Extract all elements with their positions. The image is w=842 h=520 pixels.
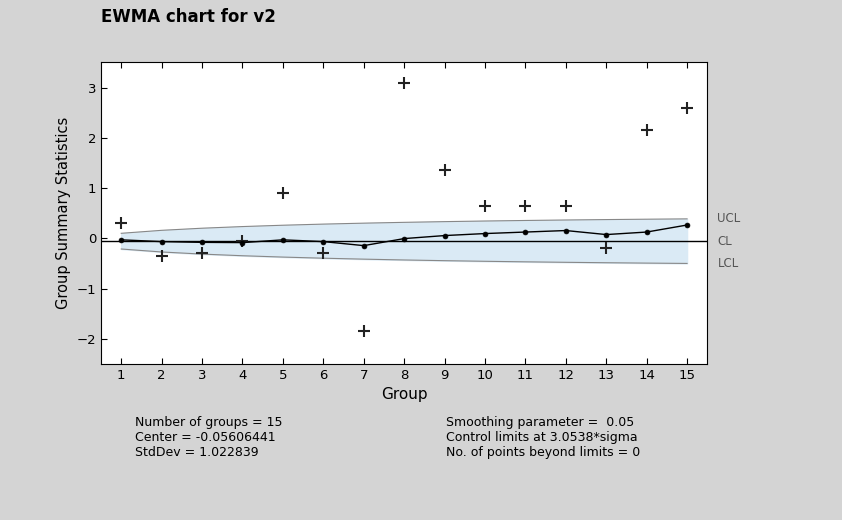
Text: EWMA chart for v2: EWMA chart for v2 [101,8,276,26]
Text: Smoothing parameter =  0.05
Control limits at 3.0538*sigma
No. of points beyond : Smoothing parameter = 0.05 Control limit… [446,416,641,459]
X-axis label: Group: Group [381,387,428,402]
Text: CL: CL [717,235,733,248]
Text: Number of groups = 15
Center = -0.05606441
StdDev = 1.022839: Number of groups = 15 Center = -0.056064… [135,416,282,459]
Text: LCL: LCL [717,257,738,270]
Text: UCL: UCL [717,212,741,225]
Y-axis label: Group Summary Statistics: Group Summary Statistics [56,117,71,309]
